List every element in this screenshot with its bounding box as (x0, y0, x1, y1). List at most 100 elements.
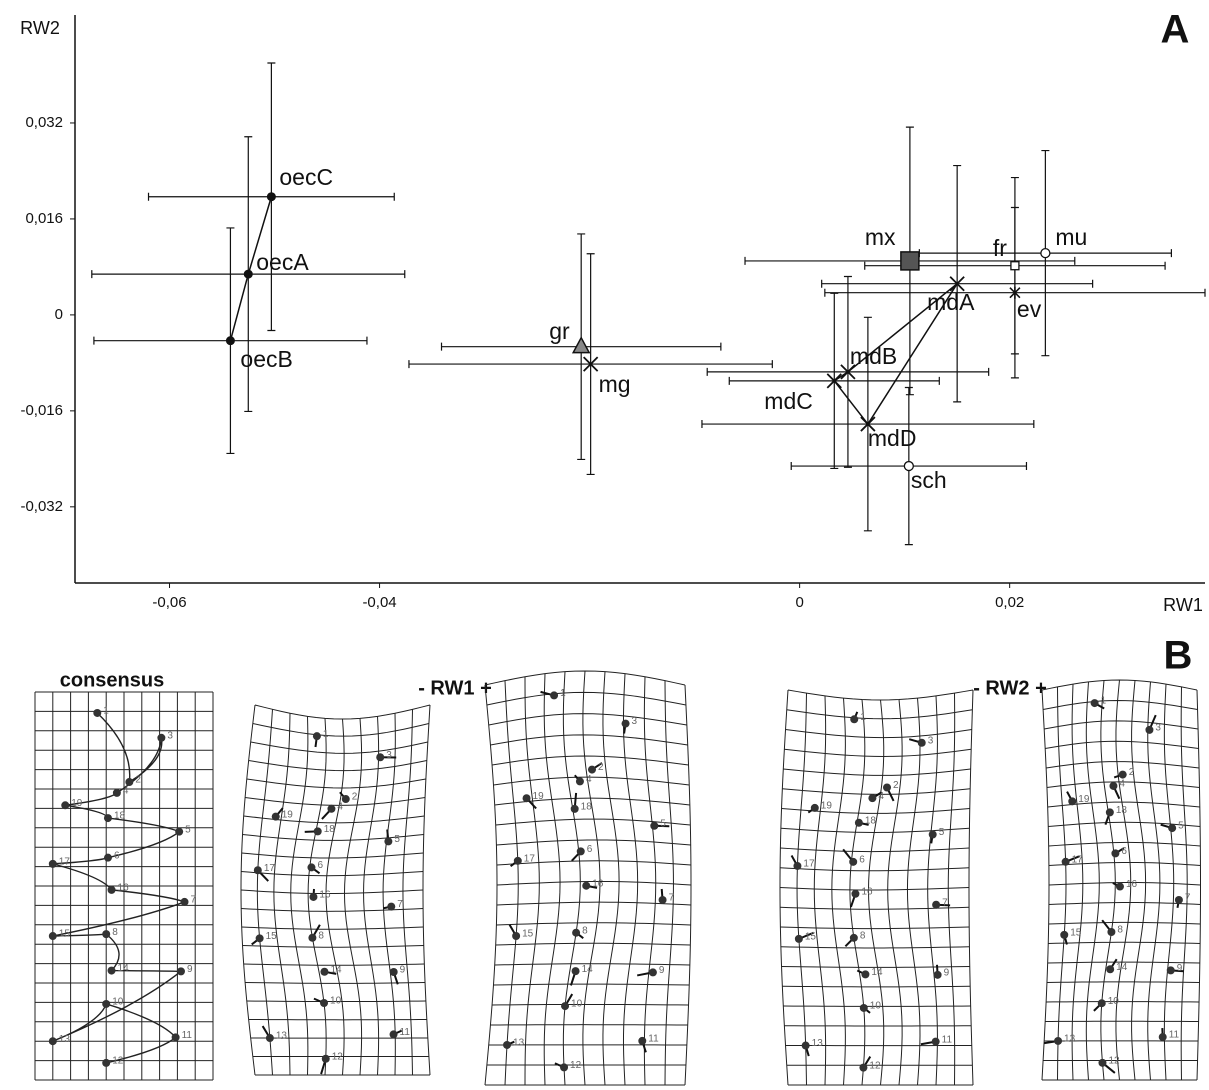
landmark (389, 967, 398, 976)
landmark-label: 18 (324, 824, 336, 835)
landmark-label: 16 (118, 883, 130, 894)
landmark-label: 7 (942, 897, 948, 908)
landmark (1097, 999, 1106, 1008)
point (225, 336, 235, 346)
y-tick-label: 0,016 (25, 210, 63, 227)
x-tick-label: -0,04 (362, 594, 396, 611)
landmark-label: 17 (524, 853, 536, 864)
grid-line (780, 867, 970, 872)
panel-title: - RW2 + (973, 677, 1047, 699)
landmark-label: 4 (878, 791, 884, 802)
landmark-label: 5 (660, 818, 666, 829)
point (840, 364, 856, 380)
landmark (1068, 797, 1077, 806)
grid-line (1147, 681, 1161, 1081)
x-tick-label: 0,02 (995, 594, 1024, 611)
grid-line (780, 946, 970, 949)
grid-line (245, 797, 426, 806)
landmark-label: 9 (944, 967, 950, 978)
landmark (102, 999, 111, 1008)
point-label: gr (549, 318, 570, 344)
landmark-label: 17 (264, 863, 276, 874)
grid-line (241, 871, 424, 877)
landmark (1060, 930, 1069, 939)
landmark (48, 1037, 57, 1046)
landmark-label: 2 (352, 792, 358, 803)
landmark (103, 853, 112, 862)
grid-line (562, 671, 581, 1086)
landmark-label: 17 (803, 859, 815, 870)
grid-line (622, 673, 639, 1086)
landmark (93, 708, 102, 717)
landmark-label: 14 (871, 967, 883, 978)
grid-line (242, 945, 424, 948)
landmark-label: 11 (942, 1034, 953, 1045)
landmark (102, 930, 111, 939)
point (949, 276, 965, 292)
grid-line (496, 839, 691, 846)
landmark-label: 4 (123, 786, 129, 797)
landmark-label: 10 (330, 996, 342, 1007)
grid-line (246, 778, 426, 789)
landmark-label: 10 (870, 1001, 882, 1012)
landmark (1054, 1036, 1063, 1045)
landmark-label: 10 (571, 999, 583, 1010)
landmark-label: 19 (1078, 794, 1090, 805)
landmark-label: 12 (869, 1060, 881, 1071)
landmark (271, 812, 280, 821)
landmark (1166, 966, 1175, 975)
landmark (1098, 1058, 1107, 1067)
landmark-label: 8 (582, 925, 588, 936)
grid-line (488, 713, 687, 726)
grid-line (602, 671, 620, 1086)
grid-line (783, 768, 971, 776)
landmark (859, 1003, 868, 1012)
grid-line (785, 729, 972, 739)
grid-line (496, 880, 692, 886)
landmark-label: 12 (1108, 1055, 1120, 1066)
landmark-label: 7 (669, 893, 675, 904)
landmark (1090, 699, 1099, 708)
landmark (307, 863, 316, 872)
landmark (801, 1041, 810, 1050)
landmark (1118, 770, 1127, 779)
grid-line (254, 704, 431, 720)
landmark-label: 1 (560, 688, 566, 699)
landmark (376, 753, 385, 762)
point-label: mdB (850, 343, 897, 369)
landmark-label: 3 (167, 730, 173, 741)
grid-line (241, 908, 424, 912)
point (1040, 247, 1051, 259)
landmark (48, 932, 57, 941)
landmark-label: 9 (187, 964, 193, 975)
landmark (255, 934, 264, 943)
landmark (861, 970, 870, 979)
landmark (1106, 965, 1115, 974)
landmark (175, 827, 184, 836)
point (266, 192, 276, 202)
landmark-label: 14 (118, 963, 130, 974)
grid-line (252, 723, 430, 737)
landmark-label: 3 (1155, 723, 1161, 734)
landmark-label: 5 (939, 827, 945, 838)
landmark-label: 15 (522, 929, 534, 940)
landmark-label: 6 (587, 844, 593, 855)
landmark (180, 897, 189, 906)
grid-line (780, 847, 970, 853)
landmark-label: 2 (135, 775, 141, 786)
point-label: ev (1017, 296, 1042, 322)
grid-line (494, 963, 690, 966)
grid-line (496, 922, 691, 926)
landmark (512, 932, 521, 941)
landmark (1061, 857, 1070, 866)
landmark (928, 830, 937, 839)
landmark-label: 15 (1070, 928, 1082, 939)
grid-line (1046, 761, 1200, 769)
landmark (854, 818, 863, 827)
landmark (851, 889, 860, 898)
landmark-label: 1 (103, 706, 109, 717)
landmark (312, 732, 321, 741)
landmark-label: 2 (1129, 767, 1135, 778)
landmark (309, 892, 318, 901)
